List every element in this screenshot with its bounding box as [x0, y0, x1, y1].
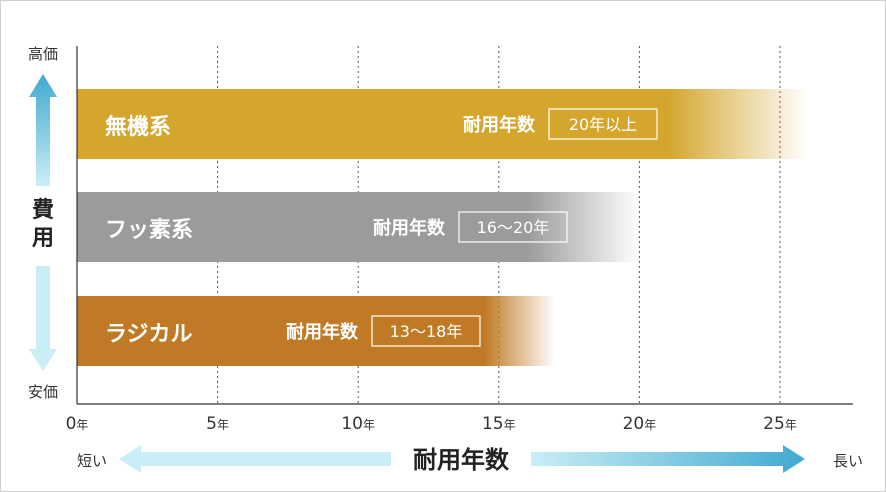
x-tick-20: 20年 [623, 414, 657, 434]
bar-name-3: ラジカル [105, 322, 193, 347]
arrow-up-icon [29, 74, 57, 186]
range-label-2: 16〜20年 [477, 218, 550, 237]
bar-1 [77, 89, 809, 159]
bar-name-1: 無機系 [105, 114, 171, 140]
x-left-label: 短い [77, 452, 107, 470]
arrow-right-icon [531, 445, 805, 473]
bar-group-2: フッ素系 16〜20年 耐用年数 [77, 192, 640, 262]
durability-title-1: 耐用年数 [463, 114, 536, 136]
durability-title-3: 耐用年数 [286, 321, 359, 343]
x-tick-5: 5年 [206, 414, 229, 434]
arrow-down-icon [29, 266, 57, 371]
range-box-3 [371, 315, 481, 347]
x-right-label: 長い [833, 452, 863, 470]
range-box-1 [548, 108, 658, 140]
bar-name-2: フッ素系 [105, 217, 193, 243]
range-box-2 [458, 211, 568, 243]
bar-group-3: ラジカル 13〜18年 耐用年数 [77, 296, 556, 366]
bar-3 [77, 296, 556, 366]
x-tick-25: 25年 [763, 414, 797, 434]
y-bottom-label: 安価 [28, 383, 58, 401]
x-tick-10: 10年 [341, 414, 375, 434]
y-axis-label: 費用 [32, 198, 54, 251]
x-axis-label: 耐用年数 [413, 446, 510, 474]
y-top-label: 高価 [28, 45, 58, 63]
x-tick-15: 15年 [482, 414, 516, 434]
arrow-left-icon [119, 445, 391, 473]
x-tick-0: 0年 [66, 414, 89, 434]
range-label-3: 13〜18年 [390, 322, 463, 341]
bar-group-1: 無機系 20年以上 耐用年数 [77, 89, 809, 159]
bar-2 [77, 192, 640, 262]
durability-title-2: 耐用年数 [373, 217, 446, 239]
range-label-1: 20年以上 [569, 115, 637, 134]
